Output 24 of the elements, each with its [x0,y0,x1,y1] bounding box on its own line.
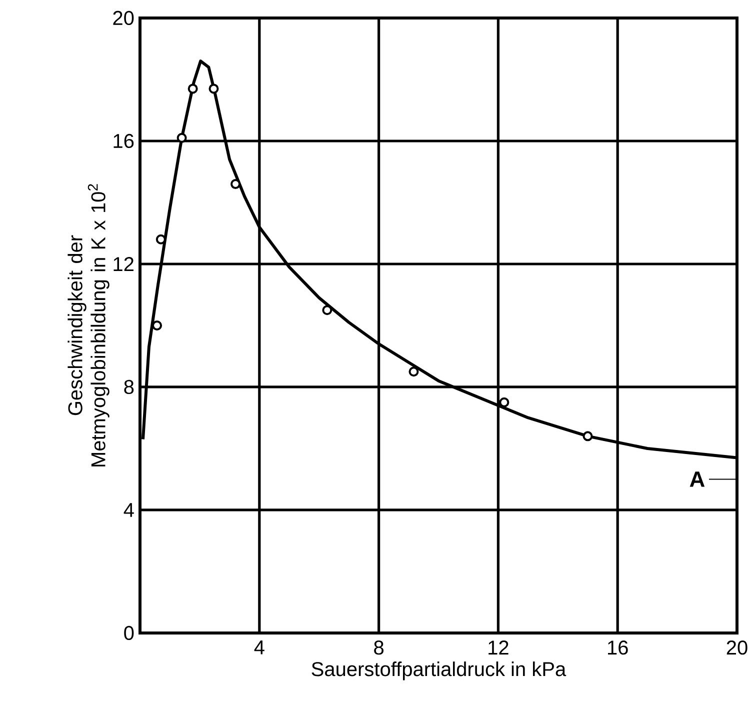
point [188,84,198,94]
point [156,234,166,244]
x-axis-title: Sauerstoffpartialdruck in kPa [312,662,566,680]
y-tick-label: 12 [114,257,134,271]
point [582,431,593,442]
y-axis-title: Geschwindigkeit der Metmyoglobinbildung in K x 10$^{2}$ [68,184,110,466]
x-tick-label: 4 [254,640,264,654]
y-tick-label: 8 [124,380,134,394]
point [176,132,187,143]
y-tick-label: 0 [124,626,134,640]
point [230,179,241,190]
y-tick-label: 4 [124,503,134,517]
x-tick-label: 16 [608,640,628,655]
point [408,366,419,377]
y-tick-label: 20 [113,10,134,26]
x-tick-label: 12 [488,640,508,654]
point [152,320,162,330]
y-tick-label: 16 [114,134,134,148]
x-tick-label: 20 [726,640,748,655]
point [499,397,510,408]
point [322,305,332,316]
point [208,84,219,94]
x-tick-label: 8 [374,640,384,655]
annotation: A [690,472,705,487]
